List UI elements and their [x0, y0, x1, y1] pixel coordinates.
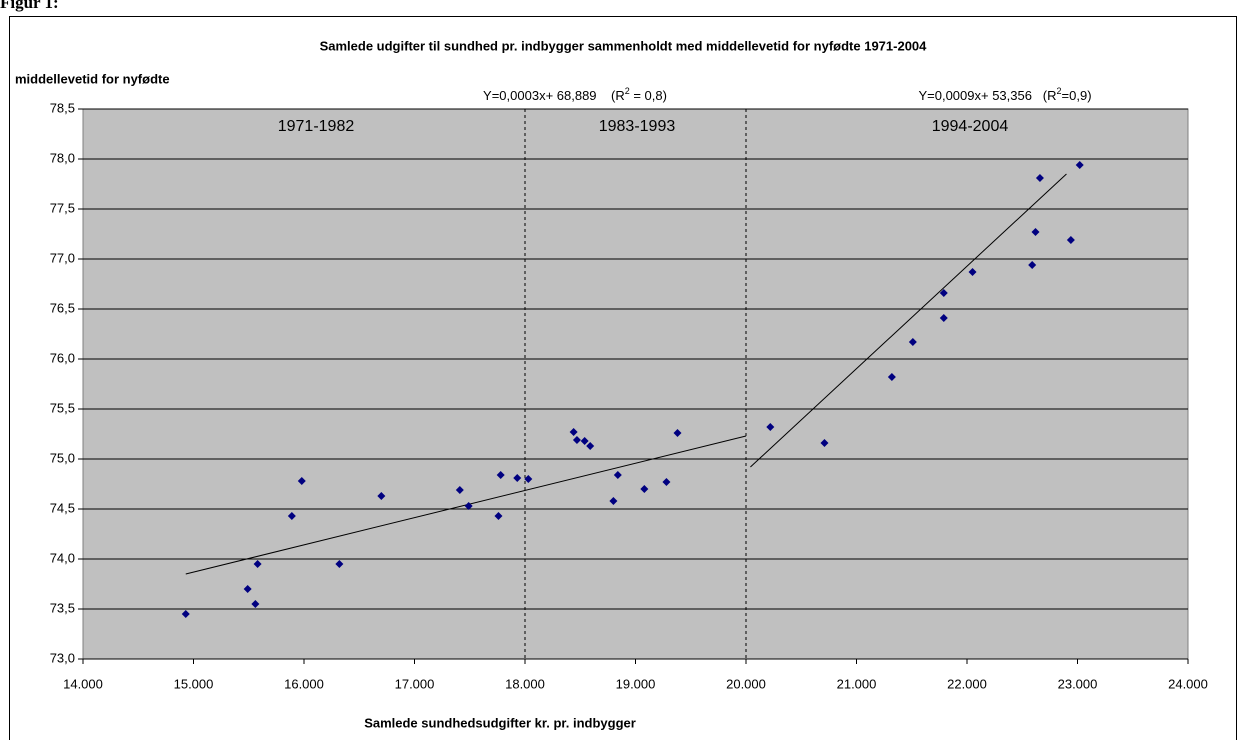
trend-equation: Y=0,0009x+ 53,356 (R2=0,9) [918, 86, 1091, 103]
figure-label: Figur 1: [0, 0, 59, 12]
y-tick-label: 78,5 [50, 100, 75, 115]
data-point [939, 314, 948, 322]
data-point [820, 439, 829, 447]
data-point [464, 502, 473, 510]
data-point [887, 373, 896, 381]
y-tick-label: 76,5 [50, 300, 75, 315]
data-point [580, 437, 589, 445]
data-point [253, 560, 262, 568]
trend-line [750, 173, 1067, 468]
y-tick-label: 74,5 [50, 500, 75, 515]
equation-text: Y=0,0009x+ 53,356 (R [918, 88, 1056, 103]
y-tick-label: 75,0 [50, 450, 75, 465]
plot-area [82, 108, 1189, 660]
data-point [496, 471, 505, 479]
data-point [1035, 174, 1044, 182]
data-point [1075, 161, 1084, 169]
data-point [335, 560, 344, 568]
data-point [377, 492, 386, 500]
data-point [524, 475, 533, 483]
data-point [609, 497, 618, 505]
x-tick-label: 18.000 [505, 676, 545, 691]
x-tick-label: 24.000 [1168, 676, 1208, 691]
y-tick-label: 75,5 [50, 400, 75, 415]
period-label: 1994-2004 [932, 118, 1009, 135]
data-point [287, 512, 296, 520]
data-point [494, 512, 503, 520]
x-tick-label: 15.000 [174, 676, 214, 691]
chart-title: Samlede udgifter til sundhed pr. indbygg… [320, 38, 928, 53]
period-label: 1971-1982 [278, 118, 355, 135]
data-point [513, 474, 522, 482]
trend-equation: Y=0,0003x+ 68,889 (R2 = 0,8) [483, 86, 667, 103]
x-tick-label: 19.000 [616, 676, 656, 691]
data-point [908, 338, 917, 346]
data-point [181, 610, 190, 618]
data-point [968, 268, 977, 276]
x-tick-label: 22.000 [947, 676, 987, 691]
data-point [640, 485, 649, 493]
x-tick-label: 17.000 [395, 676, 435, 691]
y-tick-label: 77,0 [50, 250, 75, 265]
x-tick-label: 23.000 [1058, 676, 1098, 691]
data-point [455, 486, 464, 494]
data-point [662, 478, 671, 486]
data-point [939, 289, 948, 297]
y-tick-label: 73,0 [50, 650, 75, 665]
y-tick-label: 77,5 [50, 200, 75, 215]
data-point [569, 428, 578, 436]
y-tick-label: 76,0 [50, 350, 75, 365]
y-axis-label: middellevetid for nyfødte [15, 71, 170, 86]
equation-tail: = 0,8) [630, 88, 667, 103]
data-point [1031, 228, 1040, 236]
data-point [586, 442, 595, 450]
x-axis-label: Samlede sundhedsudgifter kr. pr. indbygg… [364, 715, 636, 730]
data-point [1028, 261, 1037, 269]
equation-superscript: 2 [1057, 86, 1062, 96]
equation-tail: =0,9) [1062, 88, 1092, 103]
x-tick-label: 20.000 [726, 676, 766, 691]
data-point [297, 477, 306, 485]
x-tick-label: 16.000 [284, 676, 324, 691]
y-tick-label: 78,0 [50, 150, 75, 165]
x-tick-label: 21.000 [837, 676, 877, 691]
equation-superscript: 2 [625, 86, 630, 96]
data-point [572, 436, 581, 444]
data-point [613, 471, 622, 479]
equation-text: Y=0,0003x+ 68,889 (R [483, 88, 625, 103]
y-tick-label: 73,5 [50, 600, 75, 615]
y-tick-label: 74,0 [50, 550, 75, 565]
data-point [673, 429, 682, 437]
period-label: 1983-1993 [599, 118, 676, 135]
data-point [1066, 236, 1075, 244]
data-point [251, 600, 260, 608]
x-tick-label: 14.000 [63, 676, 103, 691]
data-point [766, 423, 775, 431]
data-point [243, 585, 252, 593]
